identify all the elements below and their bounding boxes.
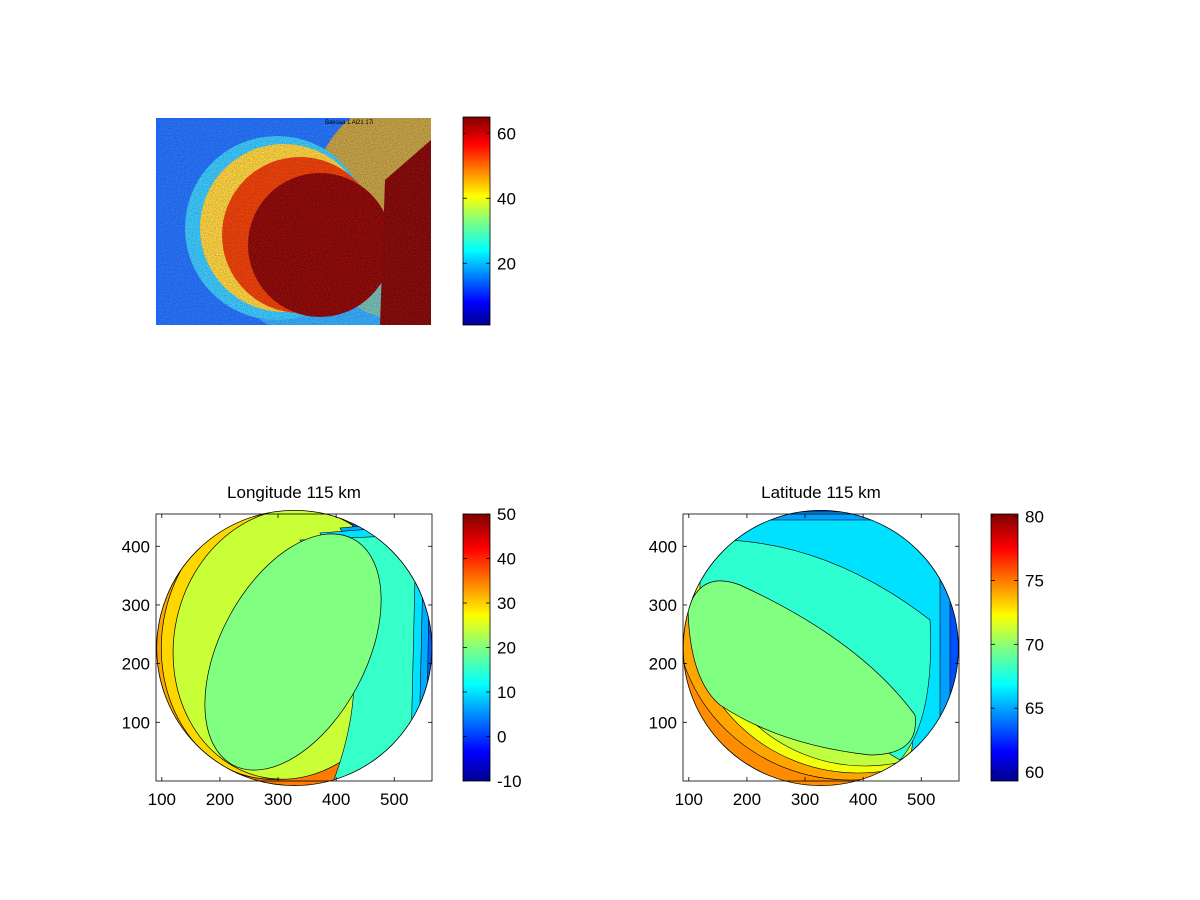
longitude-xtick-label: 300	[264, 790, 292, 809]
colorbar-longitude-tick-label: -10	[497, 772, 522, 791]
colorbar-latitude-tick-label: 60	[1025, 763, 1044, 782]
latitude-ytick-label: 400	[649, 537, 677, 556]
longitude-xtick-label: 100	[148, 790, 176, 809]
image-panel: Bakoaa 1 Ai21 17i	[156, 118, 431, 325]
colorbar-top-tick-label: 60	[497, 124, 516, 143]
latitude-title: Latitude 115 km	[761, 483, 881, 502]
colorbar-top-ticks: 20 40 60	[463, 124, 516, 273]
colorbar-latitude-tick-label: 75	[1025, 571, 1044, 590]
colorbar-longitude-tick-label: 30	[497, 594, 516, 613]
longitude-xtick-label: 200	[206, 790, 234, 809]
colorbar-longitude-strip	[462, 513, 491, 782]
colorbar-longitude-tick-label: 20	[497, 639, 516, 658]
colorbar-latitude-tick-label: 70	[1025, 635, 1044, 654]
latitude-xtick-label: 100	[675, 790, 703, 809]
colorbar-longitude: -10 0 10 20 30 40 50	[462, 505, 522, 791]
latitude-xtick-label: 400	[849, 790, 877, 809]
longitude-band-19	[204, 533, 382, 771]
longitude-ytick-label: 300	[122, 596, 150, 615]
colorbar-longitude-tick-label: 0	[497, 728, 506, 747]
longitude-xtick-label: 400	[322, 790, 350, 809]
latitude-xtick-label: 200	[733, 790, 761, 809]
colorbar-top-tick-label: 20	[497, 254, 516, 273]
image-noise-warm	[159, 120, 431, 325]
longitude-axis-ticks: 100 200 300 400 500 100 200 300 400	[122, 514, 432, 809]
latitude-ytick-label: 200	[649, 655, 677, 674]
longitude-ytick-label: 100	[122, 713, 150, 732]
image-watermark: Bakoaa 1 Ai21 17i	[325, 120, 373, 126]
colorbar-longitude-ticks: -10 0 10 20 30 40 50	[463, 505, 522, 791]
latitude-xtick-label: 500	[907, 790, 935, 809]
longitude-ytick-label: 200	[122, 655, 150, 674]
latitude-ytick-label: 100	[649, 713, 677, 732]
longitude-ytick-label: 400	[122, 537, 150, 556]
longitude-title: Longitude 115 km	[227, 483, 361, 502]
colorbar-top-strip	[462, 116, 491, 326]
colorbar-latitude-tick-label: 65	[1025, 699, 1044, 718]
latitude-band-69	[687, 580, 916, 756]
longitude-panel: Longitude 115 km 100 200 300 400 500 100 200 30…	[122, 483, 433, 809]
latitude-ytick-label: 300	[649, 596, 677, 615]
colorbar-longitude-tick-label: 10	[497, 683, 516, 702]
latitude-xtick-label: 300	[791, 790, 819, 809]
colorbar-top: 20 40 60	[462, 116, 516, 326]
colorbar-latitude-strip	[990, 513, 1019, 782]
latitude-axis-ticks: 100 200 300 400 500 100 200 300 400	[649, 514, 959, 809]
longitude-disk	[156, 510, 432, 786]
latitude-panel: Latitude 115 km 100 200 300 400 500 100 200 300…	[649, 483, 960, 809]
colorbar-latitude: 60 65 70 75 80	[990, 508, 1044, 782]
colorbar-top-tick-label: 40	[497, 189, 516, 208]
latitude-axes-frame	[682, 513, 960, 782]
longitude-axes-frame	[155, 513, 433, 782]
longitude-xtick-label: 500	[380, 790, 408, 809]
colorbar-longitude-tick-label: 50	[497, 505, 516, 524]
colorbar-latitude-ticks: 60 65 70 75 80	[991, 508, 1044, 782]
colorbar-longitude-tick-label: 40	[497, 550, 516, 569]
colorbar-latitude-tick-label: 80	[1025, 508, 1044, 527]
